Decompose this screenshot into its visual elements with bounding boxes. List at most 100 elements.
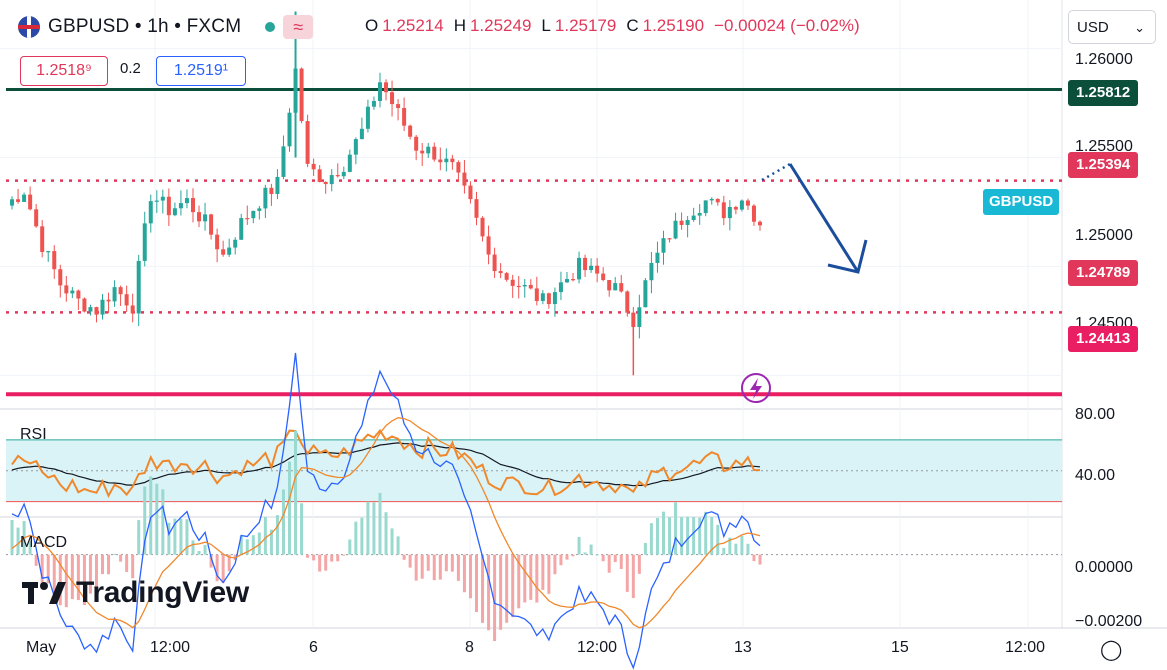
compare-wave-icon[interactable]: ≈ — [283, 15, 314, 39]
time-tick: 6 — [309, 639, 318, 656]
macd-histogram-bar — [402, 554, 406, 560]
projection-arrow — [788, 163, 860, 273]
candle-body — [239, 218, 244, 240]
candle-body — [172, 208, 177, 216]
candle-body — [727, 206, 732, 219]
candle-body — [703, 200, 708, 214]
chart-settings-icon[interactable]: ◯ — [1100, 639, 1123, 661]
level-tag-2[interactable]: 1.25394 — [1068, 152, 1139, 178]
candle-body — [317, 169, 322, 182]
macd-histogram-bar — [306, 554, 310, 558]
macd-histogram-bar — [191, 540, 195, 555]
high-value: 1.25249 — [469, 16, 532, 35]
candle-body — [715, 198, 720, 203]
macd-signal-line — [11, 417, 761, 629]
gbp-usd-flag-icon — [18, 16, 40, 38]
candle-body — [160, 196, 165, 201]
macd-histogram-bar — [583, 552, 587, 555]
macd-histogram-bar — [637, 554, 641, 574]
candle-body — [190, 198, 195, 213]
macd-histogram-bar — [245, 539, 249, 555]
macd-histogram-bar — [372, 502, 376, 555]
macd-histogram-bar — [88, 554, 92, 594]
candle-body — [709, 198, 714, 201]
currency-select[interactable]: USD ⌄ — [1068, 10, 1156, 44]
candle-body — [402, 108, 407, 126]
candle-body — [643, 280, 648, 308]
candle-body — [353, 139, 358, 155]
brand-name: TradingView — [76, 576, 249, 609]
macd-histogram-bar — [722, 547, 726, 555]
macd-histogram-bar — [511, 554, 515, 618]
level-tag-1[interactable]: 1.25812 — [1068, 80, 1139, 106]
lightning-icon — [750, 378, 762, 399]
macd-histogram-bar — [716, 524, 720, 555]
macd-histogram-bar — [113, 553, 117, 555]
macd-histogram-bar — [493, 554, 497, 642]
macd-histogram-bar — [396, 536, 400, 555]
macd-histogram-bar — [101, 554, 105, 575]
close-label: C — [626, 16, 639, 35]
macd-histogram-bar — [535, 554, 539, 603]
symbol-header[interactable]: GBPUSD • 1h • FXCM ≈ — [18, 14, 314, 40]
macd-histogram-bar — [619, 554, 623, 569]
macd-histogram-bar — [16, 527, 20, 555]
macd-histogram-bar — [601, 554, 605, 562]
macd-histogram-bar — [52, 554, 56, 596]
candle-body — [221, 249, 226, 255]
candle-body — [233, 239, 238, 248]
macd-histogram-bar — [698, 517, 702, 555]
projection-arrowhead — [827, 239, 868, 274]
price-tick: 1.26000 — [1075, 51, 1133, 68]
candle-body — [607, 280, 612, 291]
buy-price-button[interactable]: 1.2519¹ — [156, 56, 246, 86]
candle-body — [456, 162, 461, 173]
candle-body — [721, 202, 726, 219]
candle-body — [269, 187, 274, 194]
macd-tick-zero: 0.00000 — [1075, 559, 1133, 576]
candle-body — [751, 205, 756, 222]
candle-body — [359, 128, 364, 140]
macd-histogram-bar — [704, 511, 708, 555]
macd-histogram-bar — [384, 512, 388, 555]
candle-body — [377, 82, 382, 101]
candle-body — [34, 209, 39, 227]
level-tag-3[interactable]: 1.24789 — [1068, 260, 1139, 286]
projection-dotted — [761, 162, 791, 182]
candle-body — [420, 150, 425, 154]
time-tick: 12:00 — [150, 639, 191, 656]
candle-body — [287, 112, 292, 147]
macd-histogram-bar — [76, 554, 80, 601]
macd-histogram-bar — [740, 535, 744, 555]
candle-body — [136, 260, 141, 314]
macd-histogram-bar — [547, 554, 551, 594]
candle-body — [10, 199, 15, 206]
macd-histogram-bar — [468, 554, 472, 599]
macd-histogram-bar — [607, 554, 611, 573]
candle-body — [384, 82, 389, 93]
macd-title[interactable]: MACD — [20, 534, 68, 551]
macd-histogram-bar — [281, 489, 285, 555]
candle-body — [64, 285, 69, 294]
macd-histogram-bar — [58, 554, 62, 606]
candle-body — [528, 284, 533, 289]
candle-body — [577, 257, 582, 280]
change-value: −0.00024 (−0.02%) — [714, 16, 860, 35]
candle-body — [432, 146, 437, 160]
macd-histogram-bar — [143, 486, 147, 555]
candle-body — [130, 305, 135, 314]
macd-histogram-bar — [649, 523, 653, 555]
macd-histogram-bar — [571, 554, 575, 557]
macd-histogram-bar — [360, 517, 364, 555]
macd-histogram-bar — [366, 501, 370, 555]
candle-body — [444, 158, 449, 163]
macd-histogram-bar — [82, 554, 86, 606]
level-tag-4[interactable]: 1.24413 — [1068, 326, 1139, 352]
tradingview-logo[interactable]: TradingView — [22, 576, 249, 610]
candle-body — [558, 282, 563, 293]
rsi-title[interactable]: RSI — [20, 426, 47, 443]
macd-histogram-bar — [734, 543, 738, 555]
sell-price-button[interactable]: 1.2518⁹ — [20, 56, 108, 86]
candle-body — [82, 298, 87, 312]
